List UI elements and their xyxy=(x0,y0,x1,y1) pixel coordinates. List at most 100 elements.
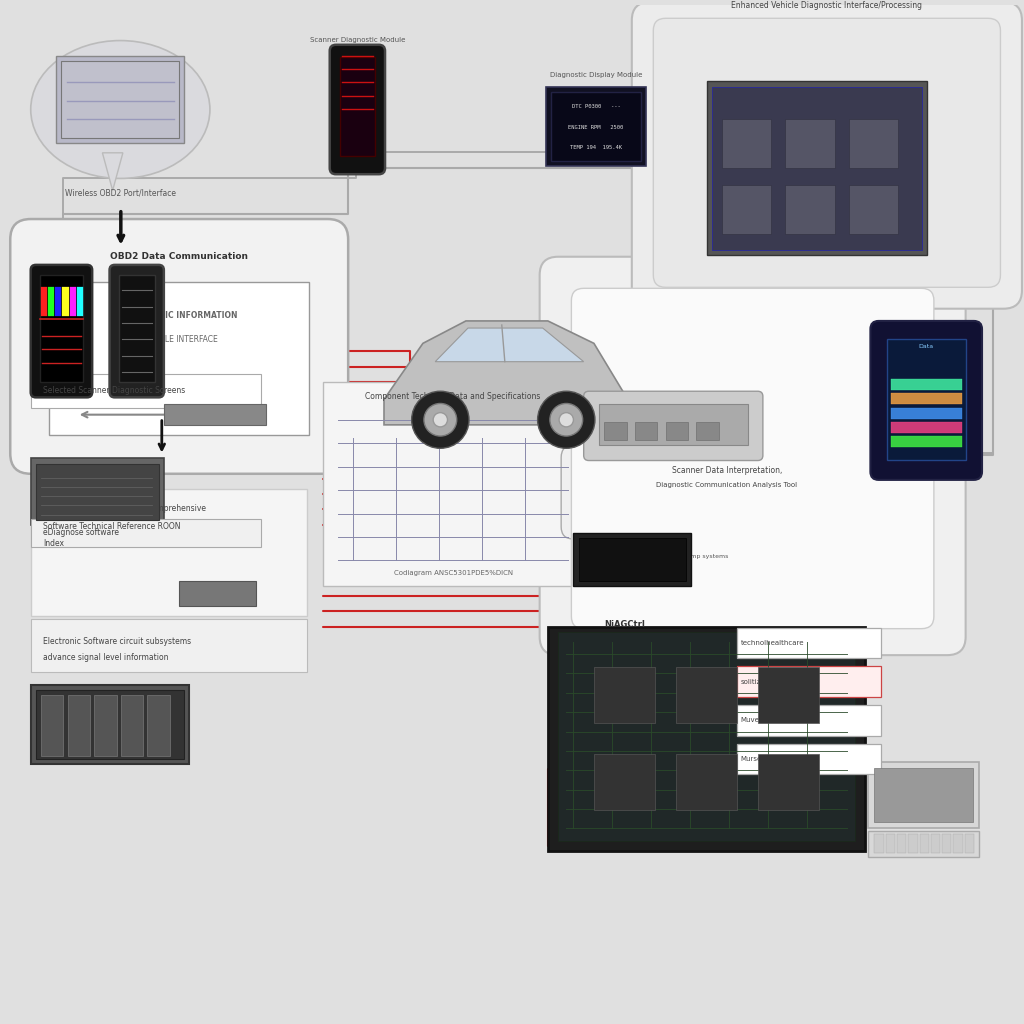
Bar xyxy=(874,768,973,822)
Bar xyxy=(48,288,54,315)
Text: Index: Index xyxy=(43,539,65,548)
Bar xyxy=(635,422,657,440)
Text: solitization: solitization xyxy=(740,679,778,685)
Circle shape xyxy=(550,403,583,436)
Bar xyxy=(94,695,117,756)
Text: Component Technical Data and Specifications: Component Technical Data and Specificati… xyxy=(366,392,541,401)
Text: NiAGCtrl: NiAGCtrl xyxy=(604,621,645,629)
Polygon shape xyxy=(435,328,584,361)
Bar xyxy=(931,835,940,853)
Bar xyxy=(594,754,655,810)
Bar xyxy=(707,82,927,255)
Circle shape xyxy=(538,391,595,449)
Text: Software Technical Reference ROON: Software Technical Reference ROON xyxy=(43,521,180,530)
Ellipse shape xyxy=(31,41,210,178)
Text: Scanner Diagnostic Module: Scanner Diagnostic Module xyxy=(309,37,406,43)
Bar xyxy=(849,185,898,234)
Bar xyxy=(891,393,962,404)
Bar xyxy=(604,422,627,440)
Ellipse shape xyxy=(390,417,618,442)
Bar xyxy=(722,185,771,234)
Bar xyxy=(676,668,737,723)
Circle shape xyxy=(559,413,573,427)
FancyBboxPatch shape xyxy=(653,18,1000,288)
Bar xyxy=(897,835,906,853)
Text: Wireless OBD2 Port/Interface: Wireless OBD2 Port/Interface xyxy=(66,188,176,198)
Text: Diagnostic Display Module: Diagnostic Display Module xyxy=(550,73,642,79)
Bar xyxy=(340,57,375,156)
Text: eDiagnose software: eDiagnose software xyxy=(43,528,119,538)
Text: TEMP 194  195.4K: TEMP 194 195.4K xyxy=(570,145,622,151)
Bar xyxy=(737,667,881,697)
Bar xyxy=(546,87,646,166)
Bar xyxy=(323,382,584,586)
Bar xyxy=(31,685,189,764)
Text: DIAGNOSTIC INFORMATION: DIAGNOSTIC INFORMATION xyxy=(121,311,238,321)
Text: Electronic Software circuit subsystems: Electronic Software circuit subsystems xyxy=(43,637,191,646)
FancyBboxPatch shape xyxy=(632,2,1022,308)
Circle shape xyxy=(424,403,457,436)
Text: Muvement: Muvement xyxy=(740,718,777,723)
Bar xyxy=(868,762,979,828)
Text: Enhanced Vehicle Diagnostic Interface/Processing: Enhanced Vehicle Diagnostic Interface/Pr… xyxy=(731,1,923,10)
Bar xyxy=(31,518,261,547)
Text: Advanced Scanning Mode, Comprehensive: Advanced Scanning Mode, Comprehensive xyxy=(43,505,206,513)
Bar xyxy=(49,283,309,435)
Bar xyxy=(147,695,170,756)
Bar xyxy=(908,835,918,853)
Bar xyxy=(68,695,90,756)
Bar xyxy=(886,835,895,853)
Bar xyxy=(62,288,69,315)
FancyBboxPatch shape xyxy=(540,257,966,655)
Bar xyxy=(785,185,835,234)
Bar xyxy=(712,87,922,250)
Bar xyxy=(676,754,737,810)
Text: advance signal level information: advance signal level information xyxy=(43,653,169,663)
FancyBboxPatch shape xyxy=(330,45,385,174)
Text: technolhealthcare: technolhealthcare xyxy=(740,640,804,646)
Bar xyxy=(119,275,155,382)
Text: Codiagram ANSC5301PDE5%DICN: Codiagram ANSC5301PDE5%DICN xyxy=(393,569,513,575)
Bar xyxy=(41,288,47,315)
Bar xyxy=(121,695,143,756)
FancyBboxPatch shape xyxy=(870,321,982,480)
Bar xyxy=(920,835,929,853)
Bar xyxy=(891,379,962,390)
Bar xyxy=(953,835,963,853)
Bar xyxy=(164,404,266,425)
Bar xyxy=(891,422,962,433)
Bar xyxy=(942,835,951,853)
Bar xyxy=(31,489,307,616)
Bar xyxy=(77,288,83,315)
Bar xyxy=(887,339,966,460)
FancyBboxPatch shape xyxy=(571,289,934,629)
Bar xyxy=(36,464,159,519)
Bar xyxy=(737,743,881,774)
Polygon shape xyxy=(102,153,123,190)
Text: DTC P0300   ---: DTC P0300 --- xyxy=(571,104,621,110)
Bar xyxy=(56,56,184,142)
Bar xyxy=(594,668,655,723)
Bar xyxy=(599,404,748,445)
Bar xyxy=(737,706,881,735)
Text: OBD2 Data Communication: OBD2 Data Communication xyxy=(111,252,248,261)
Bar xyxy=(785,119,835,168)
Bar xyxy=(666,422,688,440)
Bar xyxy=(551,92,641,161)
Bar xyxy=(573,532,691,586)
Bar xyxy=(31,459,164,524)
FancyBboxPatch shape xyxy=(584,391,763,461)
Text: Scanner Data Interpretation,: Scanner Data Interpretation, xyxy=(672,466,782,474)
Text: MODULE INTERFACE: MODULE INTERFACE xyxy=(141,335,217,344)
Bar xyxy=(41,695,63,756)
Bar xyxy=(179,581,256,606)
Bar xyxy=(55,288,61,315)
Text: Data: Data xyxy=(919,344,934,349)
FancyBboxPatch shape xyxy=(31,265,92,397)
Text: OBDS Software/control/comp systems: OBDS Software/control/comp systems xyxy=(609,554,729,559)
Bar xyxy=(722,119,771,168)
Bar xyxy=(61,61,179,137)
Bar xyxy=(31,374,261,408)
FancyBboxPatch shape xyxy=(10,219,348,474)
Bar xyxy=(849,119,898,168)
